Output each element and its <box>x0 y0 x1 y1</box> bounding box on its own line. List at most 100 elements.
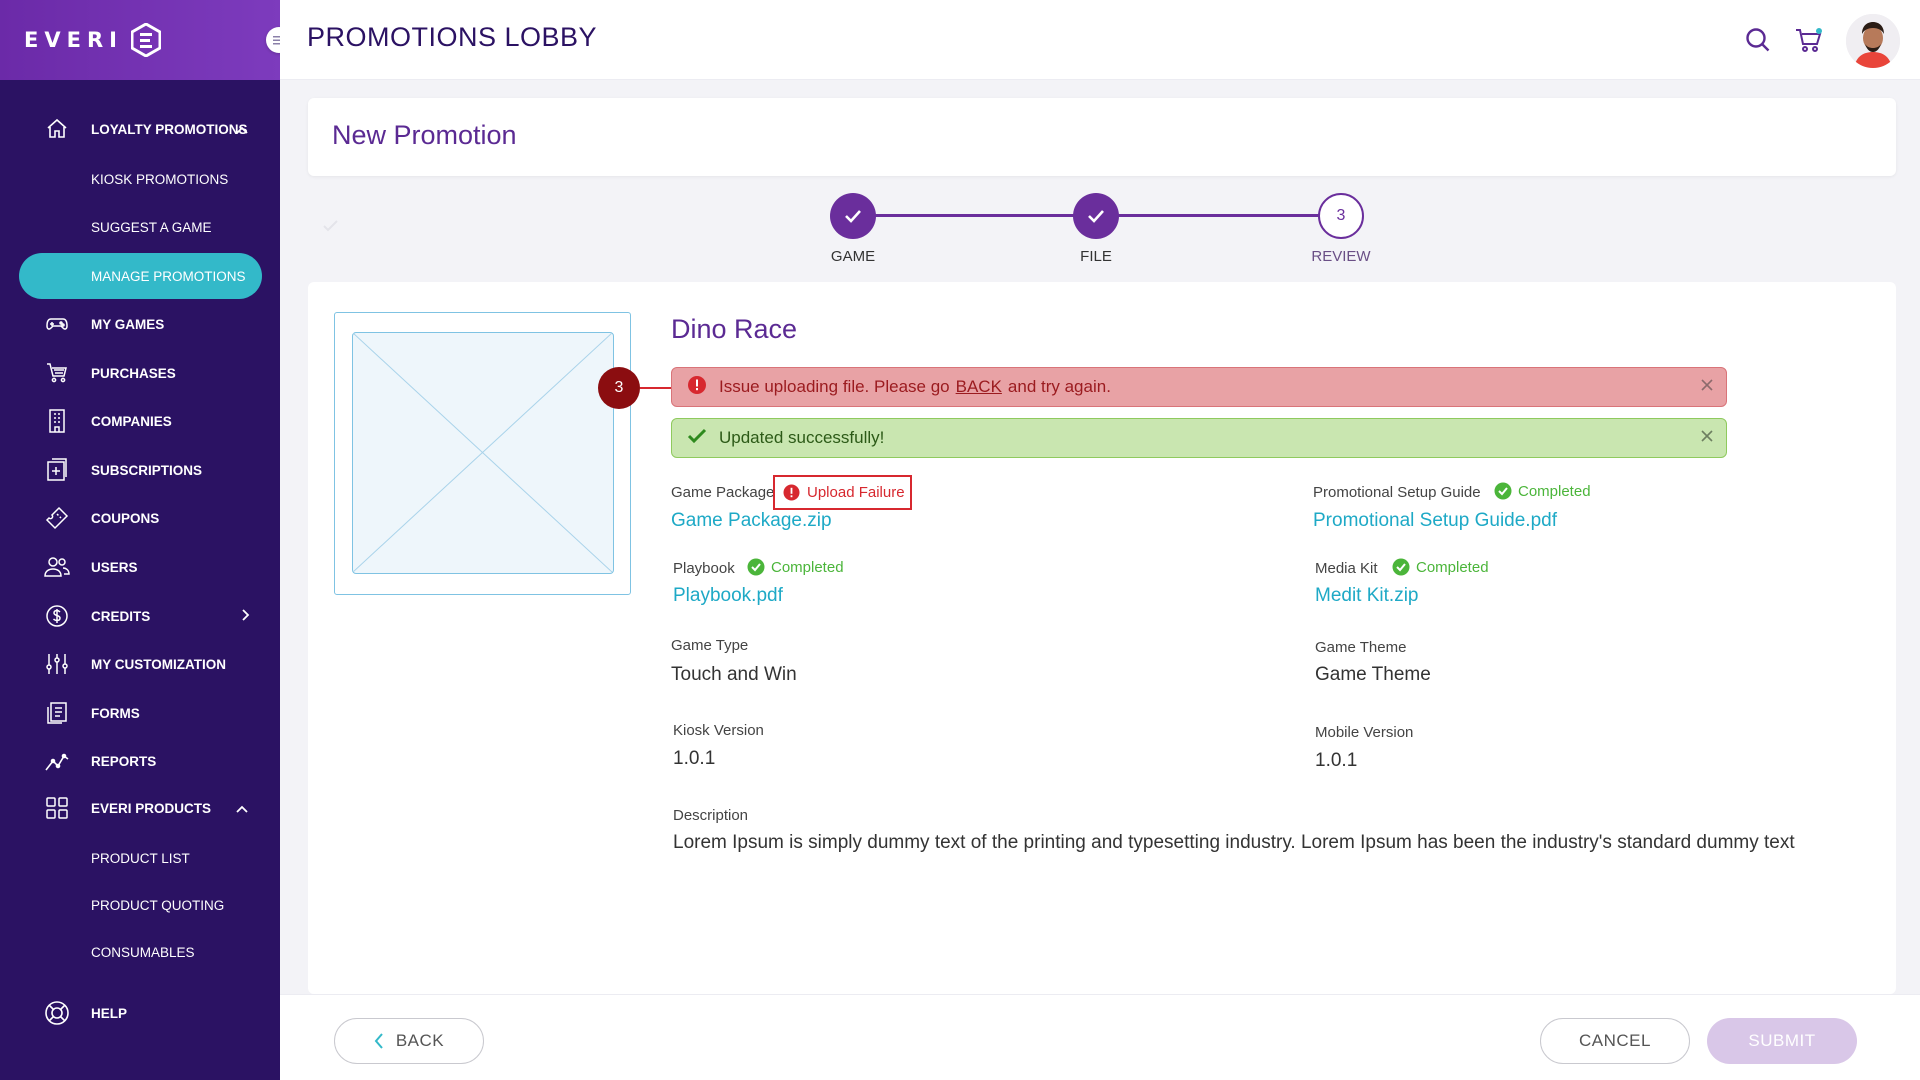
chevron-up-icon <box>236 801 248 816</box>
check-circle-icon <box>1392 558 1410 576</box>
ticket-icon <box>44 505 70 531</box>
game-package-file-link[interactable]: Game Package.zip <box>671 510 832 531</box>
back-button[interactable]: BACK <box>334 1018 484 1064</box>
sidebar-item-label: PURCHASES <box>91 365 176 381</box>
step-label-file: FILE <box>1080 248 1112 265</box>
search-icon <box>1746 28 1770 52</box>
everi-logo-icon <box>130 23 161 57</box>
sidebar-item-label: COMPANIES <box>91 413 172 429</box>
upload-failure-badge: Upload Failure <box>773 475 912 510</box>
error-alert-text-end: and try again. <box>1007 377 1111 396</box>
sidebar-item-label: KIOSK PROMOTIONS <box>91 171 229 187</box>
sidebar-item-forms[interactable]: FORMS <box>0 693 280 733</box>
status-text: Completed <box>771 558 844 576</box>
close-icon[interactable] <box>1700 428 1714 448</box>
lifebuoy-icon <box>44 1000 70 1026</box>
cart-icon <box>44 360 70 386</box>
step-file[interactable] <box>1073 193 1119 239</box>
sidebar-item-consumables[interactable]: CONSUMABLES <box>0 932 280 972</box>
sliders-icon <box>44 651 70 677</box>
gamepad-icon <box>44 311 70 337</box>
sidebar-item-label: SUGGEST A GAME <box>91 219 212 235</box>
grid-icon <box>44 795 70 821</box>
playbook-file-link[interactable]: Playbook.pdf <box>673 585 783 606</box>
sidebar-item-product-list[interactable]: PRODUCT LIST <box>0 838 280 878</box>
sidebar-item-reports[interactable]: REPORTS <box>0 741 280 781</box>
game-title: Dino Race <box>671 314 798 344</box>
active-item-highlight <box>19 253 262 299</box>
close-icon[interactable] <box>1700 377 1714 397</box>
stepper-connector <box>874 214 1074 217</box>
chevron-left-icon <box>374 1033 383 1049</box>
sidebar-item-label: CREDITS <box>91 608 151 624</box>
description-value: Lorem Ipsum is simply dummy text of the … <box>673 832 1795 853</box>
sidebar-item-suggest-a-game[interactable]: SUGGEST A GAME <box>0 207 280 247</box>
sidebar-item-help[interactable]: HELP <box>0 993 280 1033</box>
sidebar-item-coupons[interactable]: COUPONS <box>0 498 280 538</box>
sidebar-item-label: PRODUCT QUOTING <box>91 897 225 913</box>
image-placeholder-icon <box>352 332 613 573</box>
sidebar-item-companies[interactable]: COMPANIES <box>0 401 280 441</box>
sidebar-item-label: EVERI PRODUCTS <box>91 800 212 816</box>
error-alert: Issue uploading file. Please go BACK and t… <box>671 367 1727 407</box>
cart-icon <box>1796 28 1822 52</box>
error-alert-message: Issue uploading file. Please go BACK and t… <box>719 377 1111 397</box>
promotion-heading: New Promotion <box>332 120 517 150</box>
sidebar-item-product-quoting[interactable]: PRODUCT QUOTING <box>0 885 280 925</box>
submit-button[interactable]: SUBMIT <box>1707 1018 1857 1064</box>
subscription-icon <box>44 457 70 483</box>
check-circle-icon <box>1494 482 1512 500</box>
avatar[interactable] <box>1846 14 1900 68</box>
sidebar-item-label: SUBSCRIPTIONS <box>91 462 203 478</box>
sidebar-item-label: MY GAMES <box>91 316 165 332</box>
annotation-connector <box>640 387 672 389</box>
sidebar-item-label: CONSUMABLES <box>91 944 195 960</box>
playbook-label: Playbook <box>673 560 735 577</box>
game-type-label: Game Type <box>671 637 749 654</box>
media-kit-label: Media Kit <box>1315 560 1378 577</box>
sidebar-item-loyalty-promotions[interactable]: LOYALTY PROMOTIONS <box>0 109 280 149</box>
success-alert: Updated successfully! <box>671 418 1727 458</box>
chevron-right-icon <box>242 608 250 624</box>
cart-button[interactable] <box>1793 24 1825 56</box>
error-back-link[interactable]: BACK <box>955 377 1002 396</box>
cancel-button[interactable]: CANCEL <box>1540 1018 1690 1064</box>
sidebar-item-kiosk-promotions[interactable]: KIOSK PROMOTIONS <box>0 159 280 199</box>
media-kit-status: Completed <box>1392 558 1489 576</box>
home-icon <box>44 116 70 142</box>
step-review[interactable]: 3 <box>1318 193 1364 239</box>
sidebar-item-label: MANAGE PROMOTIONS <box>91 268 246 284</box>
kiosk-version-label: Kiosk Version <box>673 722 764 739</box>
playbook-status: Completed <box>747 558 844 576</box>
stepper-connector <box>1117 214 1319 217</box>
error-alert-text: Issue uploading file. Please go <box>719 377 950 396</box>
sidebar-item-users[interactable]: USERS <box>0 547 280 587</box>
sidebar-item-purchases[interactable]: PURCHASES <box>0 353 280 393</box>
setup-guide-file-link[interactable]: Promotional Setup Guide.pdf <box>1313 510 1557 531</box>
check-icon <box>687 428 707 449</box>
check-circle-icon <box>747 558 765 576</box>
form-icon <box>44 700 70 726</box>
game-theme-label: Game Theme <box>1315 639 1407 656</box>
annotation-marker: 3 <box>598 367 640 409</box>
sidebar-item-label: PRODUCT LIST <box>91 850 190 866</box>
sidebar-item-manage-promotions[interactable]: MANAGE PROMOTIONS <box>0 256 280 296</box>
sidebar-item-my-customization[interactable]: MY CUSTOMIZATION <box>0 644 280 684</box>
sidebar-item-everi-products[interactable]: EVERI PRODUCTS <box>0 788 280 828</box>
brand-logo[interactable]: EVERI <box>24 28 123 52</box>
game-theme-value: Game Theme <box>1315 664 1431 685</box>
chart-line-icon <box>44 748 70 774</box>
sidebar-item-credits[interactable]: CREDITS <box>0 596 280 636</box>
description-label: Description <box>673 807 749 824</box>
user-avatar-image <box>1846 14 1900 68</box>
search-button[interactable] <box>1742 24 1774 56</box>
sidebar-item-label: MY CUSTOMIZATION <box>91 656 226 672</box>
media-kit-file-link[interactable]: Medit Kit.zip <box>1315 585 1419 606</box>
sidebar-item-subscriptions[interactable]: SUBSCRIPTIONS <box>0 450 280 490</box>
check-icon <box>1088 210 1104 223</box>
kiosk-version-value: 1.0.1 <box>673 748 716 769</box>
dollar-icon <box>44 603 70 629</box>
step-game[interactable] <box>830 193 876 239</box>
sidebar-item-my-games[interactable]: MY GAMES <box>0 304 280 344</box>
sidebar-item-label: FORMS <box>91 705 140 721</box>
